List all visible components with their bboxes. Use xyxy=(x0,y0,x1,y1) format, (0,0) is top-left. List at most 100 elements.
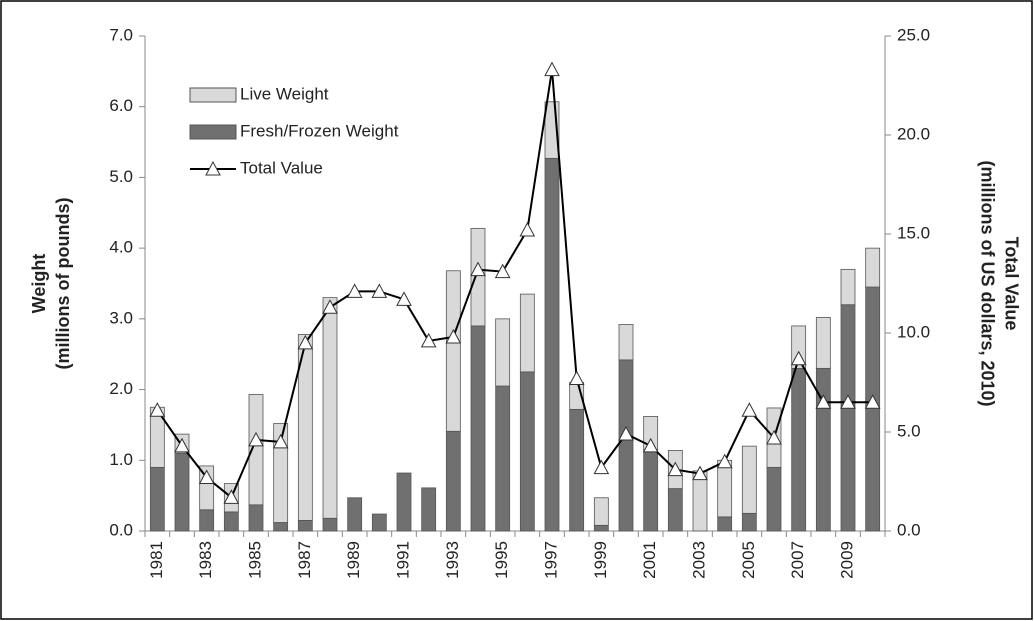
value-marker xyxy=(544,61,560,77)
bar-segment xyxy=(347,497,363,532)
y2-tick-label: 5.0 xyxy=(897,421,921,440)
bar-segment xyxy=(174,452,190,532)
bar-segment xyxy=(149,466,165,532)
legend-marker xyxy=(205,160,221,176)
y-tick-label: 3.0 xyxy=(109,308,133,327)
y2-tick-label: 25.0 xyxy=(897,25,930,44)
legend-label: Live Weight xyxy=(240,84,329,103)
value-marker xyxy=(322,299,338,314)
bar-segment xyxy=(865,247,881,288)
bar-segment xyxy=(519,293,535,373)
x-tick-label: 2009 xyxy=(837,541,856,579)
bar-segment xyxy=(667,488,683,532)
bar-segment xyxy=(322,297,338,519)
value-marker xyxy=(494,263,511,279)
bar-segment xyxy=(248,394,264,506)
bar-segment xyxy=(297,334,313,521)
value-marker xyxy=(864,394,881,409)
bar-segment xyxy=(396,472,412,532)
y-axis-label: (millions of pounds) xyxy=(53,198,73,370)
bar-segment xyxy=(445,270,461,432)
bar-segment xyxy=(840,304,856,532)
bar-segment xyxy=(445,430,461,532)
x-tick-label: 1993 xyxy=(443,541,462,579)
bar-segment xyxy=(865,286,881,532)
value-marker xyxy=(840,394,856,409)
value-marker xyxy=(223,489,240,504)
y-tick-label: 6.0 xyxy=(109,96,133,115)
y2-tick-label: 20.0 xyxy=(897,124,930,143)
value-marker xyxy=(741,402,758,417)
x-tick-label: 1991 xyxy=(393,541,412,579)
bar-segment xyxy=(569,408,585,532)
value-marker xyxy=(445,328,462,344)
value-marker xyxy=(396,291,412,306)
y2-tick-label: 10.0 xyxy=(897,322,930,341)
value-marker xyxy=(815,394,832,409)
x-tick-label: 1985 xyxy=(245,541,264,579)
y-tick-label: 7.0 xyxy=(109,25,133,44)
y-tick-label: 4.0 xyxy=(109,238,133,257)
bar-segment xyxy=(741,512,757,532)
value-marker xyxy=(642,437,659,453)
bar-segment xyxy=(840,268,856,306)
bar-segment xyxy=(519,371,535,532)
y2-tick-label: 15.0 xyxy=(897,223,930,242)
bar-segment xyxy=(495,385,511,532)
value-marker xyxy=(766,429,782,445)
value-marker xyxy=(568,370,585,386)
value-marker xyxy=(519,221,536,237)
y-tick-label: 1.0 xyxy=(109,450,133,469)
bar-segment xyxy=(741,445,757,514)
bar-segment xyxy=(322,517,338,532)
bar-segment xyxy=(618,359,634,532)
x-tick-label: 2003 xyxy=(689,541,708,579)
value-marker xyxy=(272,433,289,449)
legend-swatch xyxy=(189,87,237,103)
value-marker xyxy=(618,425,634,441)
bar-segment xyxy=(593,497,609,526)
value-marker xyxy=(346,283,363,298)
y-axis-label: Weight xyxy=(29,254,49,314)
bar-segment xyxy=(717,516,733,532)
value-marker xyxy=(149,402,166,417)
bar-segment xyxy=(223,511,239,532)
value-marker xyxy=(692,465,708,481)
bar-segment xyxy=(199,509,215,532)
legend-label: Total Value xyxy=(240,158,323,177)
bar-segment xyxy=(273,522,289,532)
y2-tick-label: 0.0 xyxy=(897,520,921,539)
x-tick-label: 1995 xyxy=(492,541,511,579)
bar-segment xyxy=(495,318,511,387)
bar-segment xyxy=(593,524,609,532)
x-tick-label: 1981 xyxy=(147,541,166,579)
x-tick-label: 1989 xyxy=(344,541,363,579)
bar-segment xyxy=(297,519,313,532)
bar-segment xyxy=(248,504,264,532)
y2-axis-label: (millions of US dollars, 2010) xyxy=(977,160,997,406)
value-marker xyxy=(248,431,264,447)
y-tick-label: 5.0 xyxy=(109,167,133,186)
x-tick-label: 1999 xyxy=(591,541,610,579)
legend-label: Fresh/Frozen Weight xyxy=(240,121,399,140)
value-marker xyxy=(593,459,610,475)
bar-segment xyxy=(371,513,387,532)
value-marker xyxy=(198,469,215,485)
bar-segment xyxy=(544,157,560,532)
bar-segment xyxy=(717,459,733,518)
x-tick-label: 1987 xyxy=(295,541,314,579)
y-tick-label: 2.0 xyxy=(109,379,133,398)
x-tick-label: 1997 xyxy=(541,541,560,579)
x-tick-label: 2001 xyxy=(640,541,659,579)
y-tick-label: 0.0 xyxy=(109,520,133,539)
value-marker xyxy=(420,332,437,348)
y2-axis-label: Total Value xyxy=(1001,237,1021,331)
value-marker xyxy=(174,437,190,453)
bar-segment xyxy=(766,466,782,532)
bar-segment xyxy=(470,325,486,532)
value-marker xyxy=(297,334,314,350)
bar-segment xyxy=(815,317,831,369)
bar-segment xyxy=(421,487,437,532)
